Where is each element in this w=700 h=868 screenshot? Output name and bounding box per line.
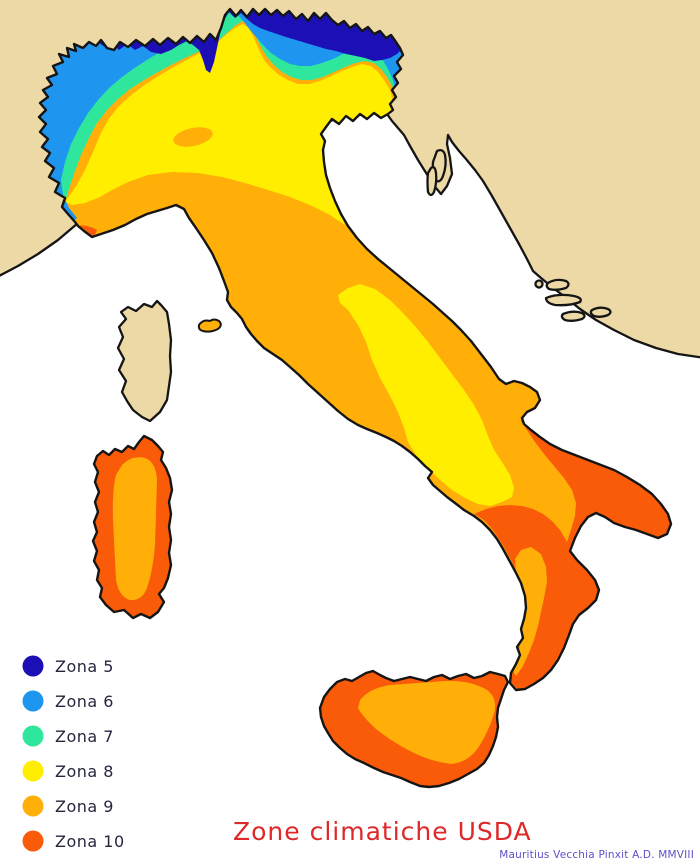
legend-label-zona7: Zona 7 — [55, 727, 114, 746]
legend-label-zona5: Zona 5 — [55, 657, 114, 676]
island-dalmatia-4 — [589, 306, 612, 318]
legend-label-zona6: Zona 6 — [55, 692, 114, 711]
legend-dot-zona6 — [22, 690, 44, 712]
legend-dot-zona7 — [22, 725, 44, 747]
legend-label-zona10: Zona 10 — [55, 832, 125, 851]
page-title: Zone climatiche USDA — [233, 817, 532, 846]
sardinia-zone9 — [112, 457, 157, 601]
sicily-island — [318, 669, 510, 789]
zone9-po-patch — [173, 127, 213, 147]
island-dalmatia-3 — [560, 310, 586, 322]
legend-label-zona9: Zona 9 — [55, 797, 114, 816]
zone5-band — [88, 9, 410, 73]
island-dalmatia-small — [534, 279, 544, 289]
zone10-heel-band — [521, 416, 670, 598]
island-dalmatia-1 — [545, 278, 570, 291]
sardinia-island — [91, 434, 174, 620]
sicily-zone9 — [358, 680, 496, 764]
legend-dot-zona8 — [22, 760, 44, 782]
corsica-island — [116, 299, 173, 423]
island-kvarner-2 — [426, 166, 438, 197]
zone8-po-valley — [65, 24, 405, 225]
attribution-text: Mauritius Vecchia Pinxit A.D. MMVIII — [499, 849, 694, 861]
elba-island — [197, 318, 222, 333]
zone9-calabria-core — [512, 547, 547, 676]
legend-dot-zona10 — [22, 830, 44, 852]
legend-dot-zona9 — [22, 795, 44, 817]
legend-label-zona8: Zona 8 — [55, 762, 114, 781]
zone8-apennine-band — [338, 284, 514, 506]
legend-dot-zona5 — [22, 655, 44, 677]
island-dalmatia-2 — [544, 293, 582, 307]
legend: Zona 5 Zona 6 Zona 7 Zona 8 Zona 9 Zona … — [22, 655, 125, 852]
